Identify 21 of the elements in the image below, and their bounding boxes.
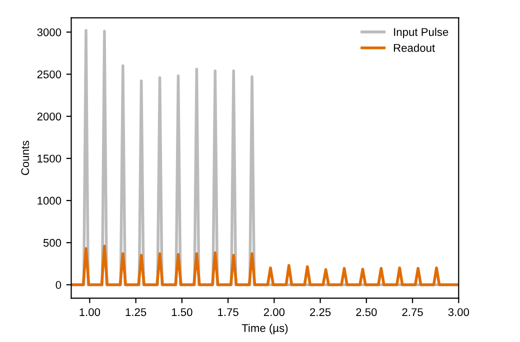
x-tick-label: 1.50 <box>172 308 192 316</box>
legend-label: Readout <box>394 44 435 52</box>
line-series <box>71 244 459 286</box>
y-axis-title: Counts <box>21 140 30 176</box>
x-tick-label: 2.00 <box>264 308 285 316</box>
legend-label: Input Pulse <box>394 28 448 38</box>
x-tick-label: 1.25 <box>126 308 146 316</box>
x-tick-label: 3.00 <box>448 308 470 316</box>
x-tick-label: 1.00 <box>80 308 100 316</box>
y-tick-label: 1500 <box>38 154 62 163</box>
y-tick-label: 0 <box>56 281 62 289</box>
y-tick-label: 2000 <box>37 112 62 120</box>
x-tick-label: 2.50 <box>356 308 377 316</box>
y-tick-label: 500 <box>43 238 62 247</box>
y-tick-label: 1000 <box>38 196 62 205</box>
y-tick-label: 3000 <box>37 28 62 36</box>
y-tick-label: 2500 <box>37 70 62 78</box>
x-tick-label: 1.75 <box>218 308 238 316</box>
x-tick-label: 2.25 <box>310 308 331 316</box>
x-axis-title: Time (µs) <box>242 324 288 334</box>
x-tick-label: 2.75 <box>402 308 423 316</box>
